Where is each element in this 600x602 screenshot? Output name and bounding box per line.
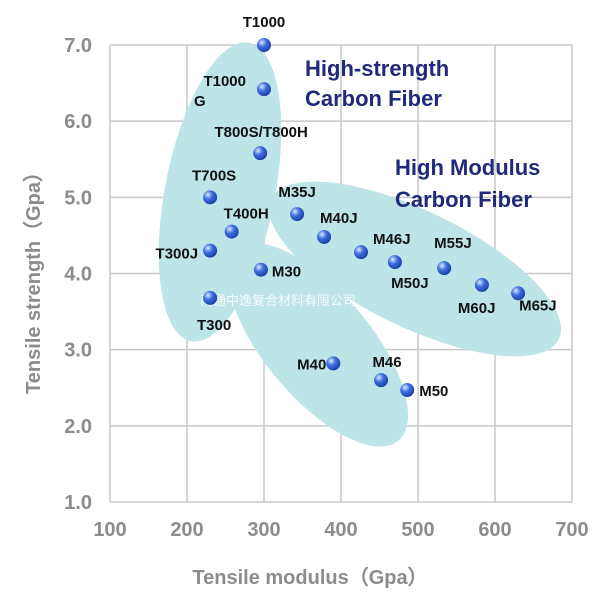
x-tick-label: 300 (247, 519, 280, 541)
high-modulus-region (268, 181, 562, 357)
x-tick-label: 500 (401, 519, 434, 541)
x-tick-label: 100 (93, 519, 126, 541)
point-label: M35J (278, 184, 316, 201)
data-point (317, 229, 332, 244)
point-label: M46 (372, 354, 401, 371)
point-label: M55J (434, 235, 472, 252)
point-labels: T1000 T1000 G T800S/T800H T700S T400H T300J T30… (156, 14, 557, 400)
point-label: M46J (373, 231, 411, 248)
y-tick-label: 6.0 (64, 111, 92, 133)
data-point (203, 243, 218, 258)
point-label: T800S/T800H (214, 124, 307, 141)
y-tick-label: 5.0 (64, 187, 92, 209)
point-label: M40J (320, 210, 358, 227)
x-axis-title: Tensile modulus（Gpa） (192, 566, 427, 589)
x-tick-label: 400 (324, 519, 357, 541)
data-point (257, 82, 271, 97)
y-tick-label: 1.0 (64, 492, 92, 514)
data-point (387, 255, 402, 270)
y-tick-label: 7.0 (64, 35, 92, 57)
point-label: T1000 (243, 14, 286, 31)
axes: 100 200 300 400 500 600 700 1.0 2.0 3.0 4.0 5.0 6.0 7… (64, 35, 589, 541)
x-tick-label: 700 (555, 519, 588, 541)
data-point (400, 383, 415, 398)
point-label: T300 (197, 317, 231, 334)
high-strength-annotation: High-strength Carbon Fiber (305, 56, 449, 111)
data-point (203, 290, 218, 305)
point-label: M30 (272, 264, 301, 281)
data-point (326, 356, 341, 371)
y-tick-label: 4.0 (64, 264, 92, 286)
data-point (224, 224, 239, 239)
high-strength-label-line2: Carbon Fiber (305, 86, 442, 111)
data-point (354, 245, 369, 260)
point-label: M50 (419, 383, 448, 400)
high-strength-label-line1: High-strength (305, 56, 449, 81)
point-label: T300J (156, 246, 199, 263)
data-point (253, 146, 268, 161)
data-point (511, 286, 526, 301)
data-point (474, 277, 489, 292)
x-tick-label: 200 (170, 519, 203, 541)
watermark: 南通中逸复合材料有限公司 (200, 293, 356, 308)
point-label: M50J (391, 275, 429, 292)
regions (158, 42, 562, 447)
data-point (437, 261, 452, 276)
high-modulus-label-line1: High Modulus (395, 155, 540, 180)
point-label: M65J (519, 297, 557, 314)
y-axis-title: Tensile strength（Gpa） (22, 162, 45, 394)
point-label: T1000 G (194, 73, 246, 110)
point-label: T700S (192, 167, 236, 184)
data-points (203, 38, 526, 398)
high-modulus-annotation: High Modulus Carbon Fiber (395, 155, 540, 212)
point-label: T400H (224, 206, 269, 223)
y-tick-label: 3.0 (64, 340, 92, 362)
y-tick-label: 2.0 (64, 416, 92, 438)
data-point (290, 207, 305, 222)
point-label: M60J (458, 300, 496, 317)
point-label: M40 (297, 356, 326, 373)
data-point (374, 373, 389, 388)
data-point (253, 262, 268, 277)
x-tick-label: 600 (478, 519, 511, 541)
data-point (203, 190, 218, 205)
data-point (257, 38, 271, 52)
high-modulus-label-line2: Carbon Fiber (395, 187, 532, 212)
standard-modulus-region (227, 243, 409, 447)
